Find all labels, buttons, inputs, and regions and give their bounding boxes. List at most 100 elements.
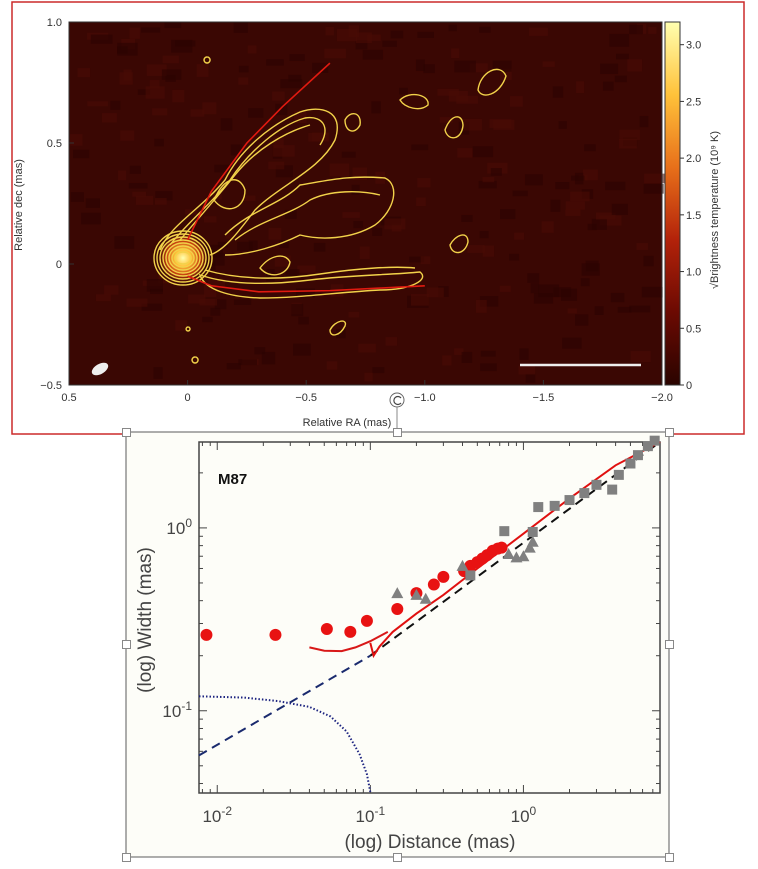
gray-square-point <box>533 502 544 513</box>
red-circle-point <box>320 622 333 635</box>
gray-square-point <box>642 441 653 452</box>
noise-patch <box>362 49 384 60</box>
noise-patch <box>542 61 555 67</box>
noise-patch <box>275 165 293 178</box>
noise-patch <box>616 53 629 60</box>
x-tick-label: 10-1 <box>356 804 386 826</box>
map-x-tick-label: 0 <box>185 392 191 404</box>
solid-model-curve <box>309 631 389 653</box>
noise-patch <box>280 79 303 89</box>
noise-patch <box>417 31 434 39</box>
resize-handle-top-middle[interactable] <box>393 428 402 437</box>
noise-patch <box>600 63 619 75</box>
contour-line <box>198 271 424 299</box>
noise-patch <box>164 22 182 29</box>
map-y-tick-label: 0.5 <box>47 138 62 150</box>
noise-patch <box>457 148 473 158</box>
y-tick-label: 10-1 <box>162 699 192 721</box>
noise-patch <box>132 191 147 197</box>
x-tick-base: 10 <box>202 807 221 826</box>
rotate-handle[interactable] <box>389 392 405 432</box>
noise-patch <box>591 218 607 230</box>
noise-patch <box>87 101 108 107</box>
map-axes: 0.5 0 −0.5 −1.0 −1.5 −2.0 1.0 0.5 0 −0.5 0 0.5 1.0 1.… <box>40 17 701 404</box>
noise-patch <box>248 240 258 251</box>
contour-line <box>259 255 291 276</box>
red-circle-point <box>200 628 213 641</box>
noise-patch <box>644 173 666 184</box>
map-x-tick-label: 0.5 <box>61 392 76 404</box>
noise-patch <box>382 40 397 47</box>
noise-patch <box>220 118 233 131</box>
brightness-map-figure[interactable]: 0.5 0 −0.5 −1.0 −1.5 −2.0 1.0 0.5 0 −0.5 0 0.5 1.0 1.… <box>0 0 758 440</box>
resize-handle-top-left[interactable] <box>122 428 131 437</box>
noise-patch <box>153 367 163 379</box>
core-contour <box>168 245 198 271</box>
noise-patch <box>70 192 84 202</box>
colorbar-tick-label: 0 <box>686 380 692 392</box>
noise-patch <box>135 195 154 205</box>
colorbar-label: √Brightness temperature (10⁹ K) <box>709 131 721 289</box>
noise-patch <box>525 373 536 383</box>
noise-patch <box>213 252 225 266</box>
noise-patch <box>461 214 473 222</box>
noise-patch <box>492 60 512 72</box>
gray-triangle-point <box>456 559 469 571</box>
resize-handle-bottom-middle[interactable] <box>393 853 402 862</box>
noise-patch <box>146 278 163 292</box>
noise-patch <box>454 348 464 355</box>
red-circle-point <box>495 541 508 554</box>
noise-patch <box>353 221 364 229</box>
noise-patch <box>185 209 198 215</box>
noise-patch <box>472 146 494 158</box>
gray-square-point <box>465 570 476 581</box>
scatter-lines <box>198 441 661 793</box>
plot-annotation-m87: M87 <box>218 471 247 488</box>
noise-patch <box>480 363 497 372</box>
noise-patch <box>348 25 360 37</box>
x-tick-exponent: -1 <box>374 804 385 818</box>
noise-patch <box>291 303 304 317</box>
noise-patch <box>617 306 632 313</box>
noise-patch <box>529 27 548 36</box>
noise-patch <box>599 215 622 226</box>
noise-patch <box>594 306 604 315</box>
noise-patch <box>461 351 473 363</box>
noise-patch <box>619 129 640 141</box>
solid-model-curve <box>369 441 661 659</box>
noise-patch <box>565 209 581 216</box>
resize-handle-top-right[interactable] <box>665 428 674 437</box>
noise-patch <box>150 288 163 295</box>
noise-patch <box>489 119 512 128</box>
noise-patch <box>500 209 516 220</box>
noise-patch <box>158 273 177 284</box>
noise-patch <box>571 175 585 181</box>
noise-patch <box>154 138 164 147</box>
resize-handle-bottom-right[interactable] <box>665 853 674 862</box>
contour-line <box>191 356 199 364</box>
noise-patch <box>324 48 346 59</box>
contour-line <box>449 234 469 254</box>
x-tick-exponent: -2 <box>221 804 232 818</box>
noise-patch <box>426 287 444 298</box>
x-tick-exponent: 0 <box>530 804 537 818</box>
resize-handle-middle-right[interactable] <box>665 640 674 649</box>
gray-square-point <box>579 488 590 499</box>
noise-patch <box>199 298 218 306</box>
noise-patch <box>128 182 148 189</box>
noise-patch <box>237 241 253 251</box>
noise-patch <box>145 86 165 99</box>
noise-patch <box>359 246 370 259</box>
noise-patch <box>210 307 221 316</box>
resize-handle-bottom-left[interactable] <box>122 853 131 862</box>
colorbar-tick-label: 1.5 <box>686 210 701 222</box>
resize-handle-middle-left[interactable] <box>122 640 131 649</box>
contour-line <box>399 93 429 110</box>
noise-patch <box>372 227 383 236</box>
noise-patch <box>202 102 217 115</box>
scatter-plot-area <box>198 441 661 794</box>
noise-patch <box>565 201 585 210</box>
y-tick-base: 10 <box>162 702 181 721</box>
noise-patch <box>312 62 329 73</box>
